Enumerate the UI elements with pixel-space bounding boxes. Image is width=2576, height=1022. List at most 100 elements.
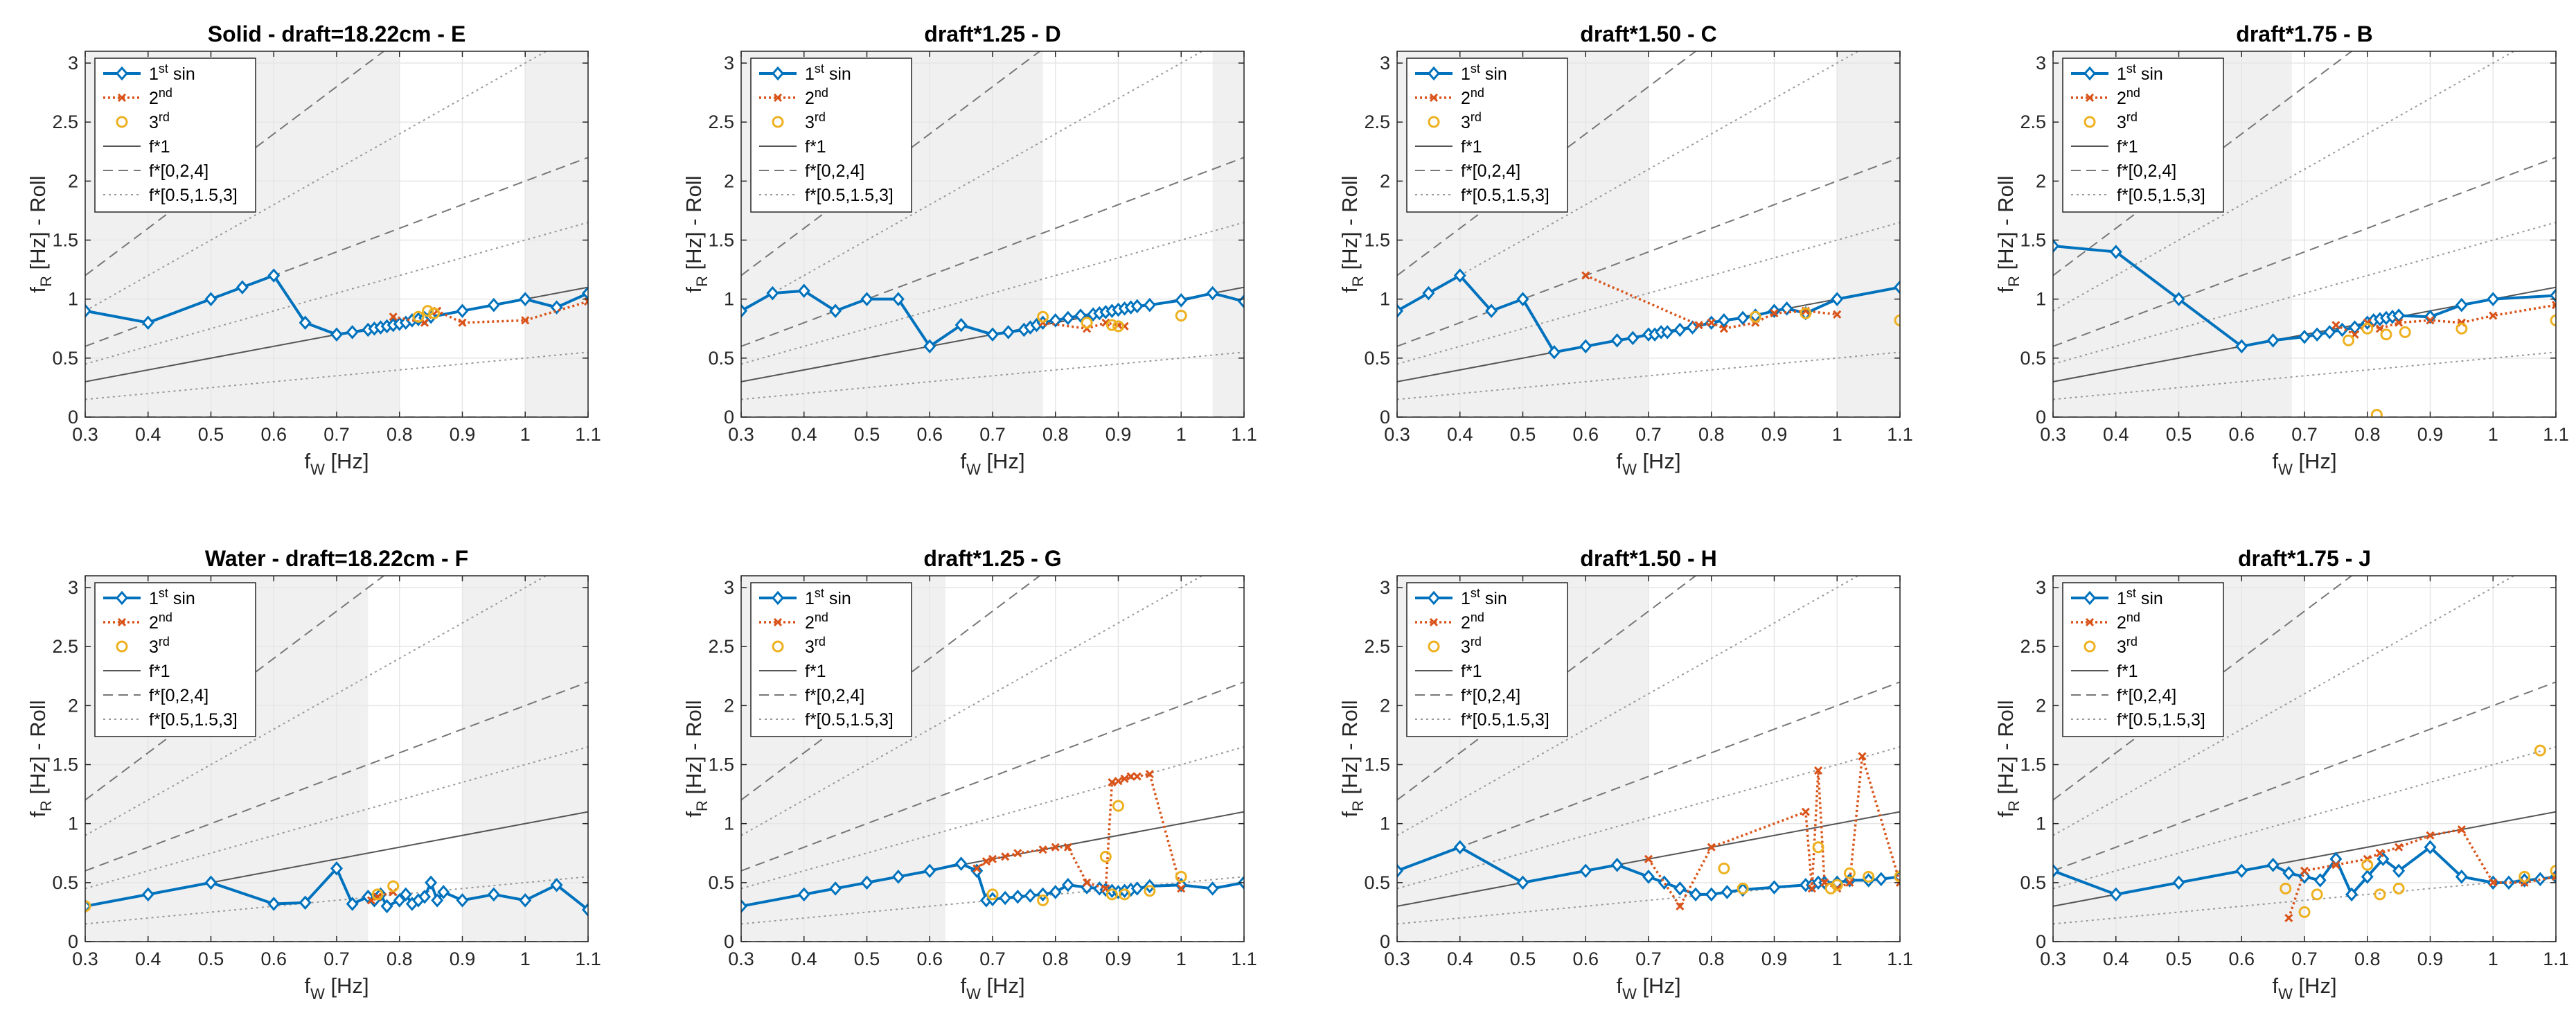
data-point: [2395, 843, 2404, 852]
legend-marker: [116, 116, 128, 128]
x-tick-label: 0.5: [854, 949, 880, 969]
data-point: [1108, 777, 1117, 787]
x-axis-label: fW [Hz]: [2272, 973, 2336, 1003]
legend-box: [1406, 58, 1568, 213]
data-point: [330, 861, 343, 876]
data-point: [236, 280, 249, 294]
reference-line: [741, 576, 1041, 801]
legend-marker: [1429, 93, 1439, 103]
x-axis-label: fW [Hz]: [1616, 449, 1680, 478]
series-3: [1037, 310, 1187, 333]
data-point: [2375, 849, 2384, 858]
x-tick-label: 0.7: [2291, 949, 2318, 969]
data-point: [418, 890, 432, 904]
chart-title: draft*1.50 - H: [1580, 546, 1716, 571]
x-tick-label: 0.9: [450, 949, 476, 969]
reference-line: [2053, 222, 2556, 365]
data-point: [456, 303, 469, 318]
reference-line: [741, 876, 1244, 925]
legend-marker: [2085, 93, 2095, 103]
legend-label: 3rd: [2117, 110, 2138, 132]
reference-line: [1397, 51, 1860, 312]
legend-marker: [772, 66, 784, 81]
reference-line: [1397, 576, 1697, 801]
data-point: [519, 292, 532, 306]
series-line: [1647, 756, 1900, 909]
data-point: [2551, 301, 2556, 310]
x-axis-label: fW [Hz]: [1616, 973, 1680, 1003]
y-tick-label: 0.5: [52, 872, 78, 893]
data-point: [2280, 882, 2292, 895]
x-tick-label: 0.8: [1042, 424, 1069, 445]
chart-panel-2: 0.3 0.4 0.5 0.6 0.7 0.8 0.9 1 1.1 0 0.5 1 1.5 2 2.5 3 dr…: [682, 21, 1257, 478]
y-tick-label: 1: [724, 289, 734, 310]
data-point: [1119, 888, 1131, 901]
data-point: [389, 312, 398, 321]
data-point: [1661, 325, 1674, 340]
x-tick-label: 0.7: [1635, 424, 1662, 445]
x-tick-label: 0.4: [135, 949, 161, 969]
data-point: [1105, 888, 1118, 901]
data-point: [2374, 888, 2386, 901]
data-layer: [1397, 51, 1900, 417]
data-layer: [85, 576, 588, 942]
x-tick-label: 0.4: [1447, 424, 1473, 445]
x-axis-label: fW [Hz]: [304, 449, 368, 478]
reference-line: [1397, 351, 1900, 400]
y-axis-label: fR [Hz] - Roll: [1993, 175, 2023, 292]
x-tick-label: 1.1: [1231, 424, 1257, 445]
series-3: [2343, 314, 2556, 417]
data-point: [1676, 901, 1685, 910]
x-tick-label: 0.4: [791, 949, 817, 969]
data-point: [141, 887, 154, 902]
data-point: [1694, 321, 1703, 330]
data-point: [1768, 303, 1781, 318]
y-tick-label: 3: [1380, 577, 1390, 598]
data-point: [988, 854, 997, 863]
x-tick-label: 0.7: [1635, 949, 1662, 969]
data-point: [2550, 865, 2556, 877]
data-point: [741, 303, 747, 318]
legend-label: 3rd: [805, 635, 826, 657]
shaded-region: [1212, 51, 1244, 417]
y-tick-label: 3: [68, 53, 78, 73]
y-tick-label: 0: [68, 407, 78, 428]
y-tick-label: 0: [724, 931, 734, 952]
legend-label: 2nd: [149, 610, 172, 633]
data-point: [891, 292, 905, 306]
legend-label: f*[0,2,4]: [1461, 686, 1520, 705]
data-point: [2534, 744, 2546, 757]
y-tick-label: 0.5: [1364, 348, 1390, 369]
data-point: [2311, 888, 2323, 901]
data-point: [999, 890, 1012, 906]
data-point: [1721, 885, 1734, 899]
series-1: [85, 861, 588, 917]
y-tick-label: 0: [724, 407, 734, 428]
legend-label: 1st sin: [149, 586, 195, 608]
data-point: [1831, 879, 1843, 891]
x-tick-label: 0.5: [854, 424, 880, 445]
data-point: [2457, 825, 2466, 834]
data-point: [1074, 308, 1087, 323]
data-point: [1831, 292, 1844, 306]
reference-line: [1397, 576, 1860, 836]
chart-title: Solid - draft=18.22cm - E: [208, 21, 466, 46]
y-tick-label: 2: [1380, 170, 1390, 191]
x-tick-label: 0.6: [1572, 949, 1599, 969]
data-point: [2109, 245, 2122, 259]
series-3: [986, 800, 1187, 906]
legend-marker: [772, 116, 784, 128]
data-point: [2502, 875, 2515, 890]
legend-label: 3rd: [1461, 635, 1482, 657]
y-tick-label: 1: [68, 289, 78, 310]
data-point: [1547, 345, 1561, 360]
data-point: [2426, 316, 2435, 325]
data-point: [2343, 334, 2355, 346]
reference-line: [741, 157, 1244, 347]
legend-label: f*1: [2117, 662, 2138, 681]
reference-line: [85, 222, 588, 365]
reference-line: [2053, 51, 2353, 276]
data-point: [267, 268, 281, 283]
legend-label: f*[0,2,4]: [2117, 161, 2176, 181]
